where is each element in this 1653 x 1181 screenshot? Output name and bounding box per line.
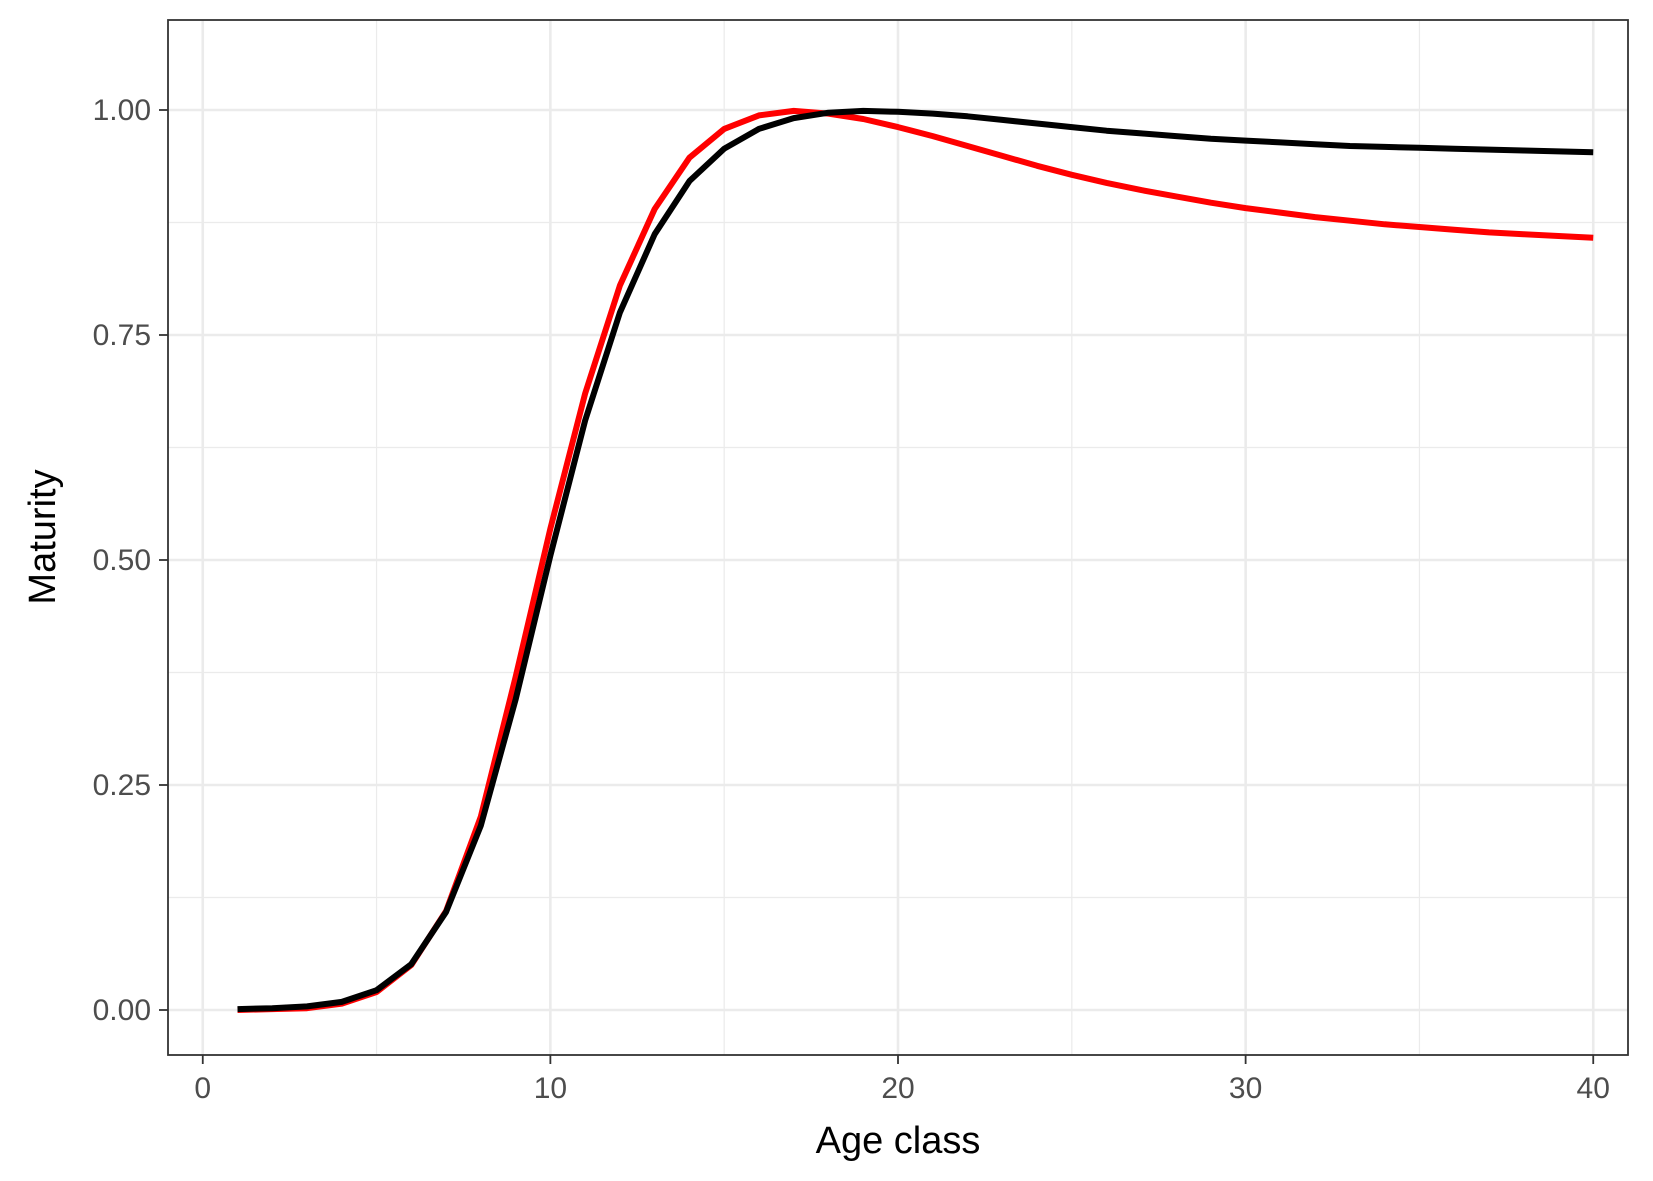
x-tick-label: 40	[1577, 1072, 1610, 1105]
series-line-2	[237, 107, 1594, 1013]
y-axis: 0.00 0.25 0.50 0.75 1.00	[93, 94, 168, 1027]
y-tick-label: 0.75	[93, 319, 151, 352]
y-tick-label: 0.00	[93, 994, 151, 1027]
y-tick-label: 0.25	[93, 769, 151, 802]
x-axis-title: Age class	[816, 1120, 981, 1162]
y-axis-title: Maturity	[22, 469, 64, 604]
x-axis: 0 10 20 30 40	[194, 1055, 1610, 1105]
y-tick-label: 1.00	[93, 94, 151, 127]
x-tick-label: 30	[1229, 1072, 1262, 1105]
x-tick-label: 10	[534, 1072, 567, 1105]
series-layer	[237, 107, 1594, 1013]
x-tick-label: 0	[194, 1072, 211, 1105]
x-tick-label: 20	[881, 1072, 914, 1105]
y-tick-label: 0.50	[93, 544, 151, 577]
